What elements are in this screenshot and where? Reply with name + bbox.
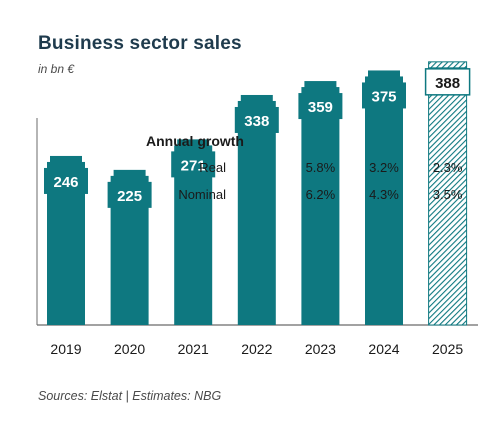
bar-value-label-2020: 225 [117,188,142,205]
bar-2024 [365,76,403,325]
x-tick-label-2022: 2022 [241,341,272,357]
bar-value-label-2023: 359 [308,99,333,116]
bar-label-box-2023 [298,93,343,120]
growth-value-real-2025: 2.3% [433,160,463,175]
x-tick-label-2025: 2025 [432,341,463,357]
growth-value-real-2024: 3.2% [369,160,399,175]
chart-title: Business sector sales [38,33,242,54]
bar-2023 [301,87,340,325]
growth-value-nominal-2024: 4.3% [369,187,399,202]
x-tick-label-2024: 2024 [368,341,399,357]
bar-value-label-2024: 375 [371,88,396,105]
growth-value-nominal-2023: 6.2% [306,187,336,202]
bar-cap-2019 [50,155,82,163]
bar-label-box-2024 [362,82,406,109]
bar-label-box-2021 [171,151,216,178]
chart-source-note: Sources: Elstat | Estimates: NBG [38,389,222,403]
growth-value-nominal-2025: 3.5% [433,187,463,202]
bar-cap-2020 [113,169,146,177]
growth-value-real-2023: 5.8% [306,160,336,175]
bar-cap-2025 [428,61,468,69]
x-tick-label-2019: 2019 [50,341,81,357]
x-tick-label-2020: 2020 [114,341,145,357]
chart-subtitle: in bn € [38,62,75,76]
bar-value-label-2025: 388 [435,75,460,92]
bar-cap-2022 [240,94,273,102]
bar-cap-2024 [368,70,400,78]
bar-label-box-2019 [44,167,88,194]
bar-label-box-2022 [234,106,279,133]
bar-value-label-2019: 246 [53,174,78,191]
growth-row-label-real: Real [199,160,226,175]
bar-cap-2021 [177,139,210,147]
bar-value-label-2022: 338 [244,113,269,130]
growth-table-heading: Annual growth [146,133,244,149]
bar-2022 [237,100,276,325]
growth-row-label-nominal: Nominal [178,187,226,202]
bar-cap-2023 [304,81,337,89]
bar-label-box-2020 [107,181,152,208]
x-tick-label-2021: 2021 [178,341,209,357]
x-tick-label-2023: 2023 [305,341,336,357]
bar-label-box-2025 [424,68,471,96]
bar-value-label-2021: 271 [181,157,206,174]
bar-2025 [428,67,468,326]
